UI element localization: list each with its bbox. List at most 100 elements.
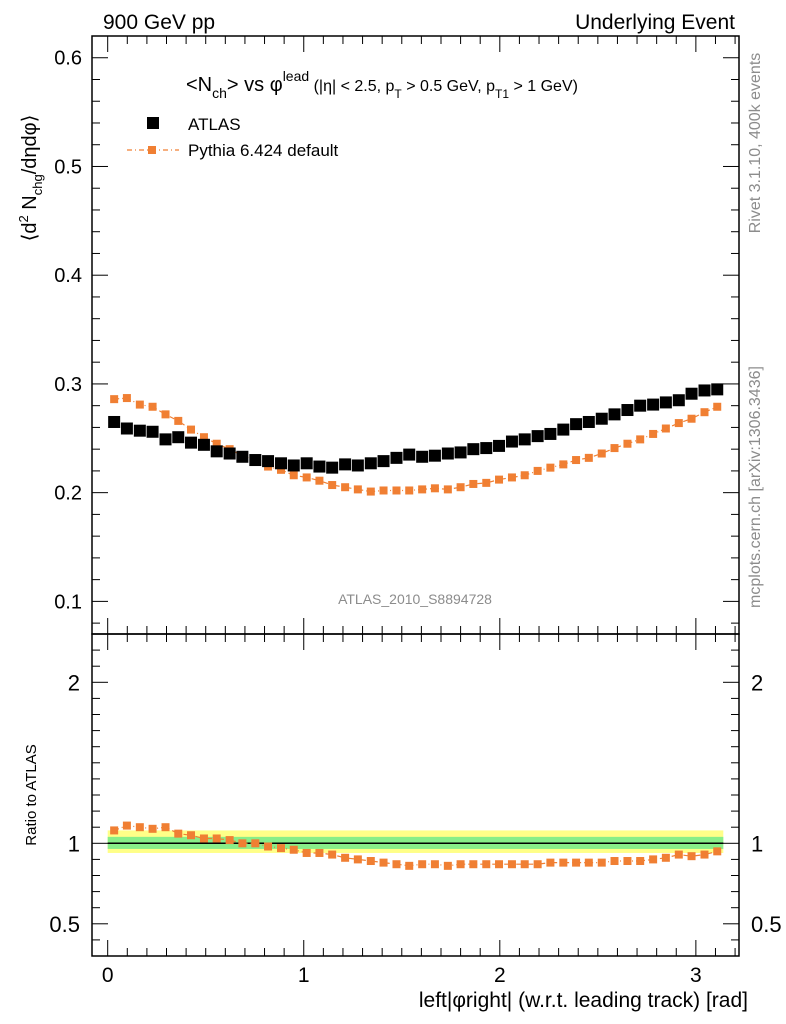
ratio-point: [161, 823, 170, 832]
atlas-point: [441, 447, 454, 460]
pythia-point: [636, 435, 645, 444]
pythia-point: [456, 483, 465, 492]
ratio-point: [199, 834, 208, 843]
pythia-point: [366, 487, 375, 496]
atlas-point: [172, 431, 185, 444]
atlas-point: [236, 450, 249, 463]
atlas-point: [249, 454, 262, 467]
pythia-point: [174, 416, 183, 425]
xlabel: left|φright| (w.r.t. leading track) [rad…: [419, 989, 748, 1012]
pythia-point: [687, 414, 696, 423]
ratio-point: [495, 860, 504, 869]
pythia-point: [649, 429, 658, 438]
pythia-point: [713, 402, 722, 411]
atlas-point: [185, 436, 198, 449]
atlas-point: [480, 442, 493, 455]
atlas-point: [685, 387, 698, 400]
ratio-point: [289, 845, 298, 854]
pythia-point: [430, 484, 439, 493]
atlas-point: [582, 415, 595, 428]
ratio-point: [212, 834, 221, 843]
bottom-panel: 0.5 0.5 1 1 2 2 0 1 2 3 Ratio to ATLAS left|φrigh…: [23, 633, 782, 1012]
atlas-point: [262, 455, 275, 468]
pythia-point: [199, 433, 208, 442]
atlas-point: [621, 404, 634, 417]
top-ytick-label: 0.2: [54, 483, 82, 505]
pythia-point: [610, 444, 619, 453]
atlas-point: [416, 450, 429, 463]
pythia-point: [302, 473, 311, 482]
bottom-ytick-label: 1: [68, 831, 80, 856]
bottom-ytick-label-right: 0.5: [751, 912, 782, 937]
ratio-point: [238, 839, 247, 848]
pythia-point: [110, 395, 119, 404]
ratio-point: [649, 855, 658, 864]
atlas-point: [326, 461, 339, 474]
ratio-point: [148, 824, 157, 833]
atlas-point: [672, 394, 685, 407]
ratio-point: [418, 860, 427, 869]
pythia-point: [495, 475, 504, 484]
atlas-point: [339, 458, 352, 471]
ratio-point: [559, 858, 568, 867]
ratio-point: [122, 821, 131, 830]
ratio-point: [366, 857, 375, 866]
atlas-point: [608, 408, 621, 421]
pythia-point: [212, 439, 221, 448]
atlas-point: [595, 412, 608, 425]
pythia-point: [289, 471, 298, 480]
ratio-point: [110, 826, 119, 835]
ratio-point: [353, 855, 362, 864]
pythia-point: [443, 485, 452, 494]
ratio-point: [623, 857, 632, 866]
pythia-point: [418, 485, 427, 494]
bottom-ytick-label: 2: [68, 670, 80, 695]
ratio-point: [405, 861, 414, 870]
pythia-point: [135, 400, 144, 409]
ratio-point: [315, 848, 324, 857]
atlas-point: [377, 455, 390, 468]
ratio-point: [328, 850, 337, 859]
ratio-point: [392, 860, 401, 869]
atlas-point: [210, 445, 223, 458]
ratio-point: [687, 852, 696, 861]
ratio-point: [302, 848, 311, 857]
atlas-point: [659, 396, 672, 409]
atlas-point: [557, 423, 570, 436]
bottom-ylabel: Ratio to ATLAS: [23, 744, 40, 845]
atlas-point: [493, 439, 506, 452]
atlas-point: [570, 418, 583, 431]
header-left: 900 GeV pp: [103, 11, 215, 34]
ratio-point: [597, 858, 606, 867]
ratio-point: [507, 860, 516, 869]
ratio-point: [520, 860, 529, 869]
atlas-point: [223, 447, 236, 460]
ratio-point: [533, 860, 542, 869]
atlas-point: [518, 433, 531, 446]
pythia-point: [148, 402, 157, 411]
mcplots-label: mcplots.cern.ch [arXiv:1306.3436]: [747, 366, 764, 608]
ratio-point: [225, 836, 234, 845]
bottom-ytick-label-right: 2: [751, 670, 763, 695]
pythia-point: [661, 424, 670, 433]
atlas-point: [711, 383, 724, 396]
pythia-point: [482, 478, 491, 487]
ratio-point: [277, 844, 286, 853]
atlas-point: [275, 457, 288, 470]
pythia-point: [507, 473, 516, 482]
top-ytick-label: 0.5: [54, 156, 82, 178]
pythia-point: [379, 486, 388, 495]
legend: ATLAS Pythia 6.424 default: [127, 115, 339, 160]
atlas-point: [428, 449, 441, 462]
bottom-frame: [91, 633, 740, 957]
ratio-point: [546, 858, 555, 867]
pythia-point: [700, 408, 709, 417]
ratio-point: [572, 858, 581, 867]
bottom-xtick-label: 2: [494, 964, 506, 987]
ratio-point: [187, 831, 196, 840]
atlas-point: [351, 459, 364, 472]
top-ytick-label: 0.6: [54, 48, 82, 70]
atlas-point: [300, 457, 313, 470]
atlas-point: [544, 427, 557, 440]
